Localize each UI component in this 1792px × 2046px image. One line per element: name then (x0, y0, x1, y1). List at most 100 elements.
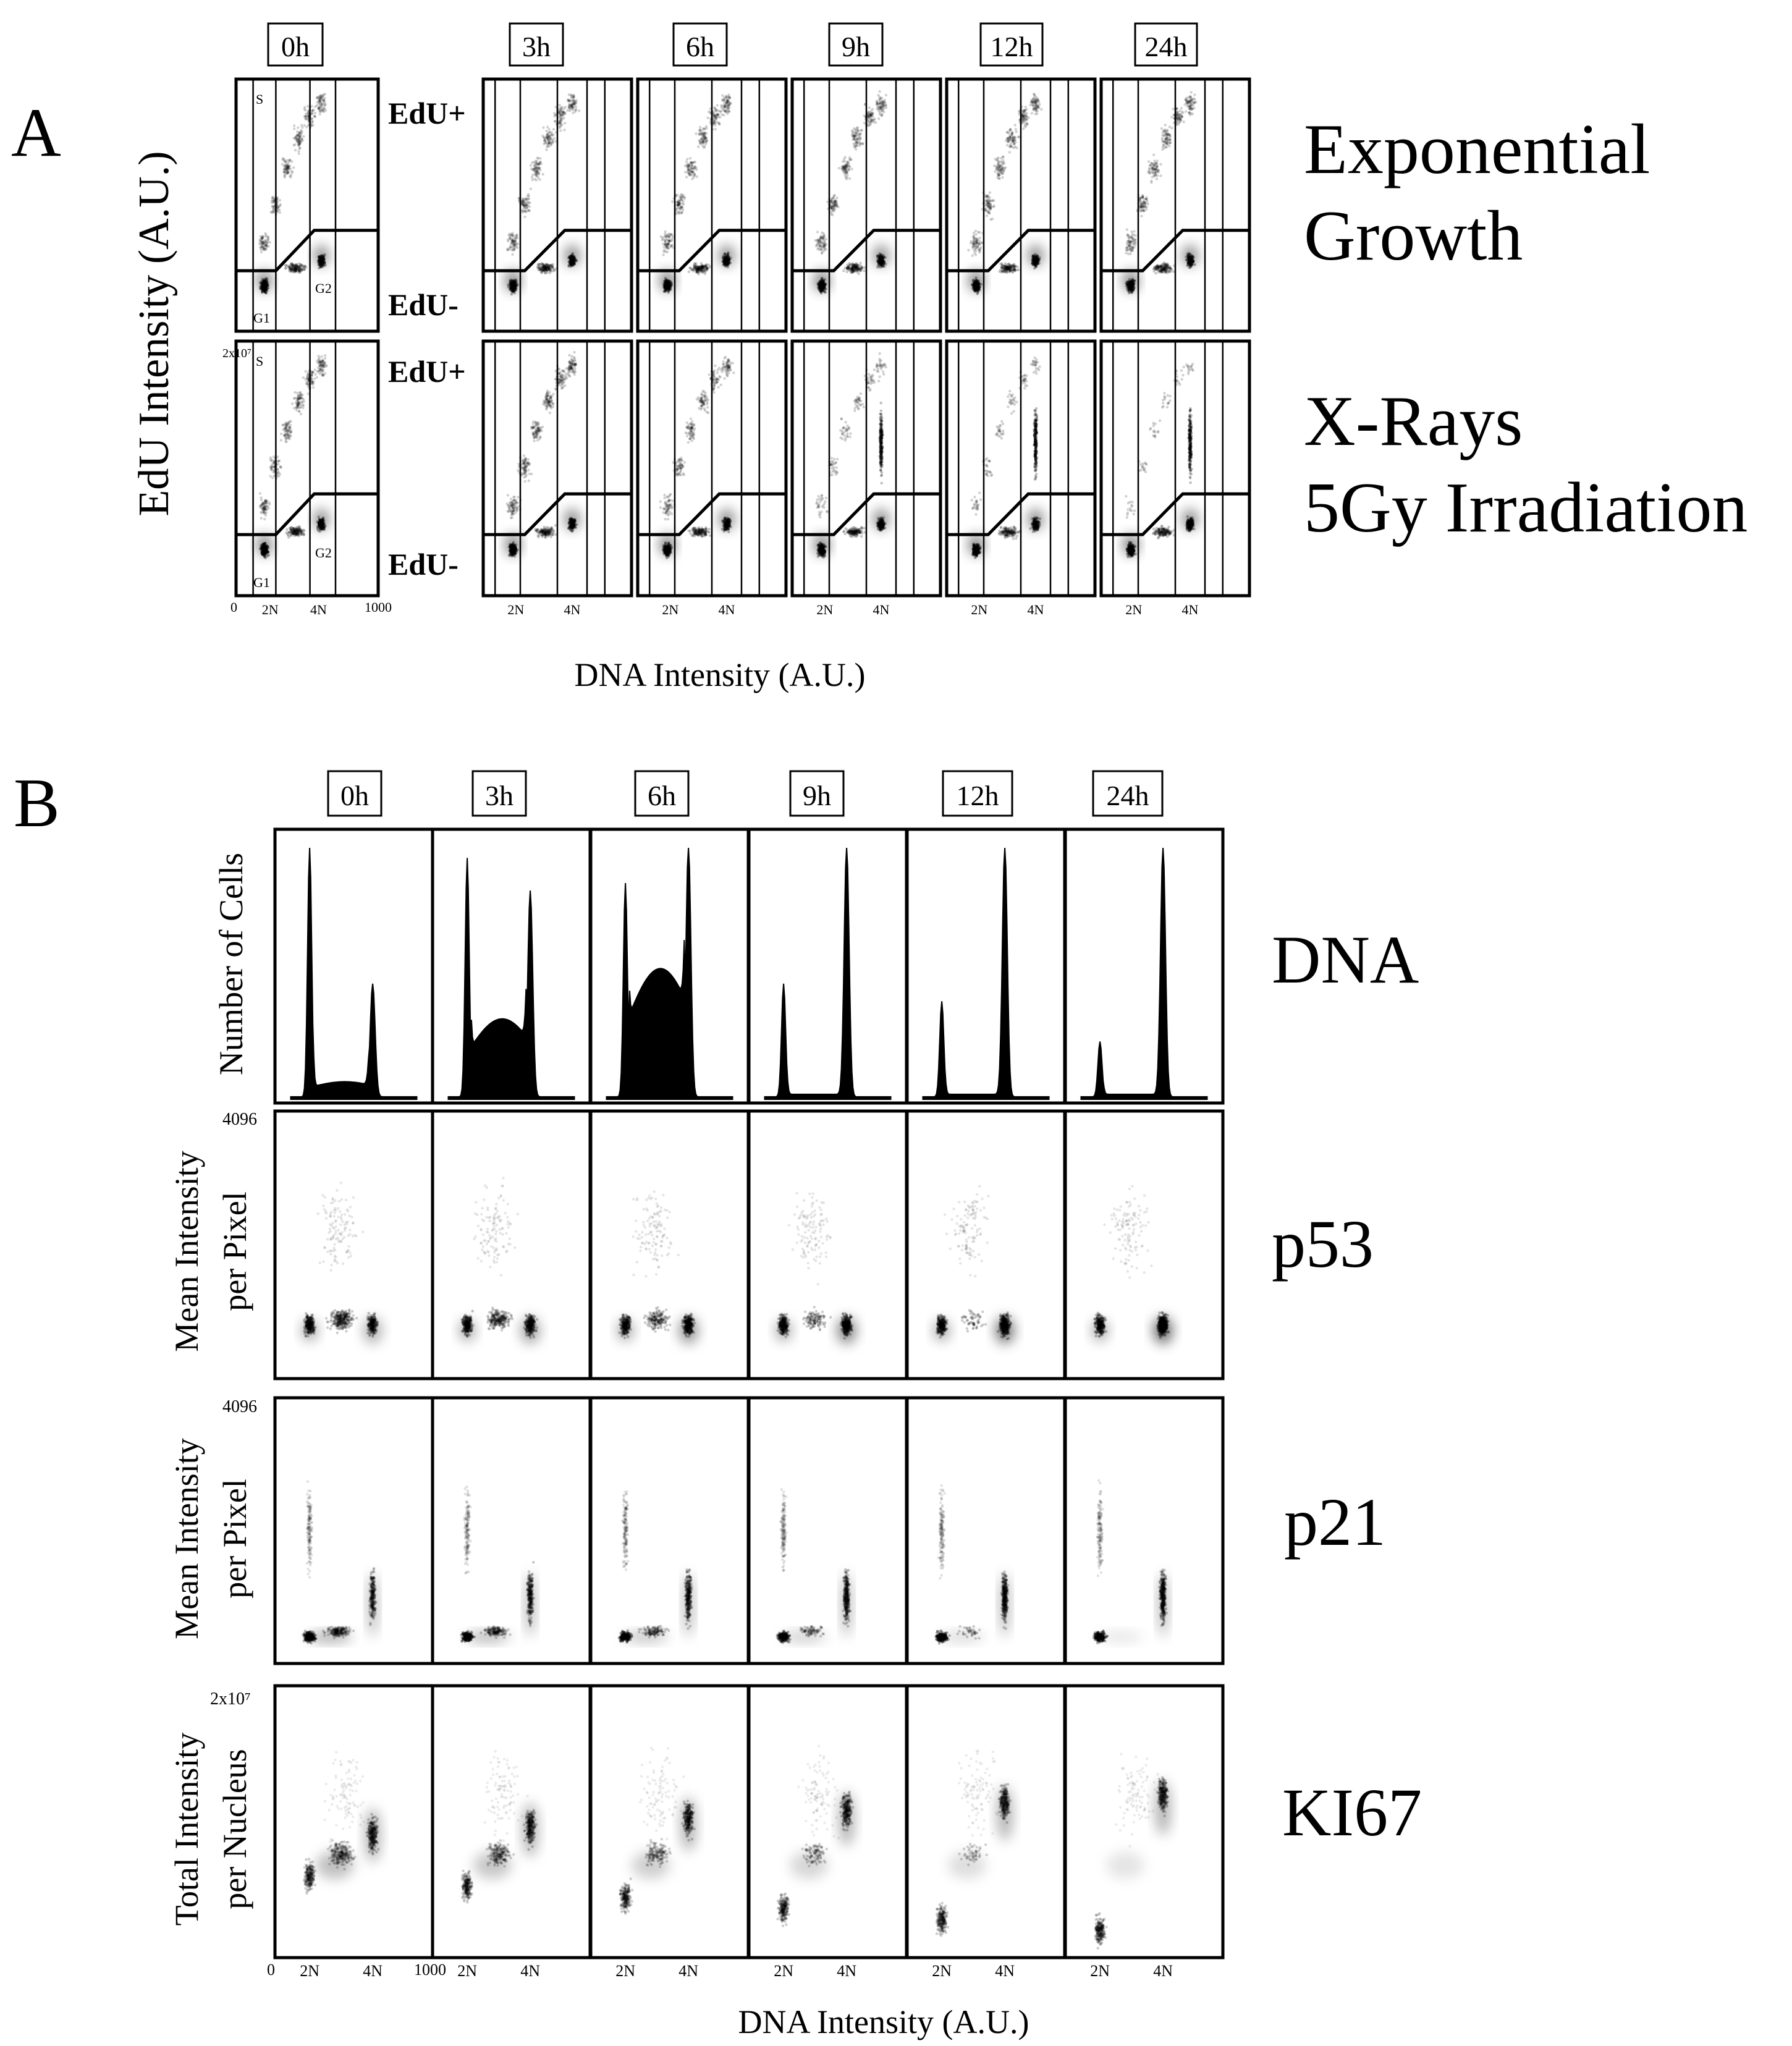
plot-ki67-24h-s-cluster (1106, 1851, 1144, 1879)
edu-plot-row1-12h-g2-cluster (1028, 245, 1043, 266)
plot-p21-6h-frame (591, 1398, 748, 1663)
plot-ki67-12h (907, 1686, 1065, 1958)
edu-plot-row2-0h-g2-cluster (315, 509, 329, 530)
plot-ki67-12h-points (936, 1749, 1012, 1937)
edu-plot-row1-3h-g2-cluster (565, 245, 580, 266)
plot-dna-6h-histogram (607, 848, 733, 1099)
plot-p53-0h-points (303, 1182, 379, 1338)
plot-dna-0h (275, 829, 433, 1103)
plot-p53-9h-points (777, 1192, 854, 1340)
edu-negative-label-row1: EdU- (388, 287, 459, 322)
edu-plot-row2-12h-g2-cluster (1028, 509, 1043, 530)
plot-dna-9h-histogram (765, 848, 891, 1099)
plot-p21-3h-frame (433, 1398, 590, 1663)
edu-plot-row2-3h-x-tick-4n: 4N (564, 602, 581, 617)
edu-plot-row2-9h (792, 341, 940, 596)
plot-ki67-9h-x-tick-4n: 4N (837, 1962, 856, 1980)
edu-plot-row1-0h-s-label: S (256, 91, 263, 107)
panel-a-x-tick-max: 1000 (365, 599, 392, 615)
row-ylabel-p21-line2: per Pixel (216, 1479, 253, 1598)
plot-ki67-3h-x-tick-4n: 4N (520, 1962, 540, 1980)
plot-ki67-24h-points (1094, 1753, 1169, 1950)
plot-p21-3h-g1-cluster (466, 1631, 510, 1642)
plot-p53-24h-g1-cluster (1092, 1320, 1108, 1342)
plot-ki67-24h-x-tick-4n: 4N (1153, 1962, 1173, 1980)
edu-plot-row2-3h (483, 341, 632, 596)
edu-plot-row1-0h-edu-threshold (236, 230, 378, 271)
plot-dna-24h (1065, 829, 1223, 1103)
plot-p53-3h-g1-cluster (459, 1320, 475, 1342)
plot-dna-3h (433, 829, 590, 1103)
row-ylabel-number-of-cells: Number of Cells (213, 853, 250, 1075)
panel-a-x-tick-zero: 0 (230, 599, 237, 615)
edu-plot-row2-9h-x-tick-2n: 2N (816, 602, 833, 617)
plot-p53-0h-g2-cluster (363, 1317, 382, 1343)
plot-ki67-6h-s-cluster (632, 1851, 669, 1879)
row-ylabel-p53-line2: per Pixel (216, 1191, 253, 1311)
edu-plot-row1-3h-points (506, 93, 580, 295)
b-time-label-6h: 6h (648, 780, 676, 811)
edu-plot-row2-6h-points (659, 356, 735, 559)
plot-p21-6h-g1-cluster (624, 1631, 668, 1642)
plot-ki67-6h (591, 1686, 748, 1958)
plot-dna-0h-histogram (291, 848, 417, 1099)
plot-p21-9h-points (776, 1488, 852, 1644)
edu-plot-row1-9h-g1-cluster (814, 271, 829, 291)
plot-p21-3h-points (460, 1486, 535, 1643)
plot-p21-0h-g1-cluster (308, 1631, 352, 1642)
plot-p21-9h-frame (749, 1398, 907, 1663)
plot-ki67-12h-x-tick-2n: 2N (932, 1962, 952, 1980)
edu-plot-row1-6h-g2-cluster (719, 245, 734, 266)
row-label-exponential: Exponential (1304, 110, 1650, 189)
plot-dna-9h-frame (749, 829, 907, 1103)
edu-plot-row2-0h-s-label: S (256, 353, 263, 369)
plot-ki67-12h-s-cluster (948, 1851, 986, 1879)
plot-p21-6h-points (618, 1490, 693, 1644)
plot-p21-0h-frame (275, 1398, 433, 1663)
marker-label-p21: p21 (1284, 1484, 1386, 1560)
row-ymax-p21: 4096 (222, 1397, 257, 1416)
plot-ki67-3h-g2-cluster (522, 1803, 538, 1857)
plot-p53-3h-points (460, 1177, 538, 1339)
plot-p53-12h-g1-cluster (934, 1320, 950, 1342)
plot-p53-6h-frame (591, 1111, 748, 1379)
plot-ki67-24h-frame (1065, 1686, 1223, 1958)
edu-plot-row1-12h-points (967, 93, 1042, 295)
panel-b-x-axis-label: DNA Intensity (A.U.) (738, 2003, 1029, 2040)
row-ylabel-ki67-line1: Total Intensity (168, 1733, 205, 1926)
plot-p21-0h (275, 1398, 433, 1663)
edu-plot-row2-3h-x-tick-2n: 2N (507, 602, 524, 617)
plot-p21-0h-g2-cluster (368, 1573, 377, 1637)
edu-plot-row2-6h-g1-cluster (660, 535, 675, 555)
marker-label-dna: DNA (1272, 922, 1419, 997)
plot-ki67-9h-s-cluster (790, 1851, 827, 1879)
panel-b-x-tick-zero: 0 (267, 1961, 275, 1979)
edu-plot-row1-9h-g2-cluster (874, 245, 889, 266)
edu-plot-row2-6h (638, 341, 786, 596)
edu-plot-row2-0h-x-tick-2n: 2N (262, 602, 279, 617)
plot-p53-24h-g2-cluster (1154, 1317, 1173, 1343)
plot-p53-6h-g1-cluster (617, 1320, 633, 1342)
plot-dna-3h-histogram (449, 858, 575, 1099)
edu-positive-label-row1: EdU+ (388, 96, 466, 130)
time-label-0h: 0h (281, 31, 310, 62)
plot-ki67-24h-x-tick-2n: 2N (1090, 1962, 1110, 1980)
plot-p21-12h (907, 1398, 1065, 1663)
plot-p53-12h-frame (907, 1111, 1065, 1379)
edu-plot-row2-9h-g1-cluster (814, 535, 829, 555)
panel-b-x-tick-max: 1000 (414, 1961, 446, 1979)
plot-p21-12h-points (934, 1484, 1009, 1645)
plot-ki67-0h (275, 1686, 433, 1958)
plot-ki67-0h-x-tick-4n: 4N (363, 1962, 382, 1980)
plot-dna-24h-histogram (1081, 848, 1207, 1099)
row-label-growth: Growth (1304, 197, 1523, 276)
plot-ki67-0h-x-tick-2n: 2N (300, 1962, 319, 1980)
time-label-6h: 6h (686, 31, 714, 62)
time-label-12h: 12h (991, 31, 1033, 62)
plot-p53-24h (1065, 1111, 1223, 1379)
plot-dna-9h (749, 829, 907, 1103)
plot-p53-9h-g2-cluster (837, 1317, 856, 1343)
